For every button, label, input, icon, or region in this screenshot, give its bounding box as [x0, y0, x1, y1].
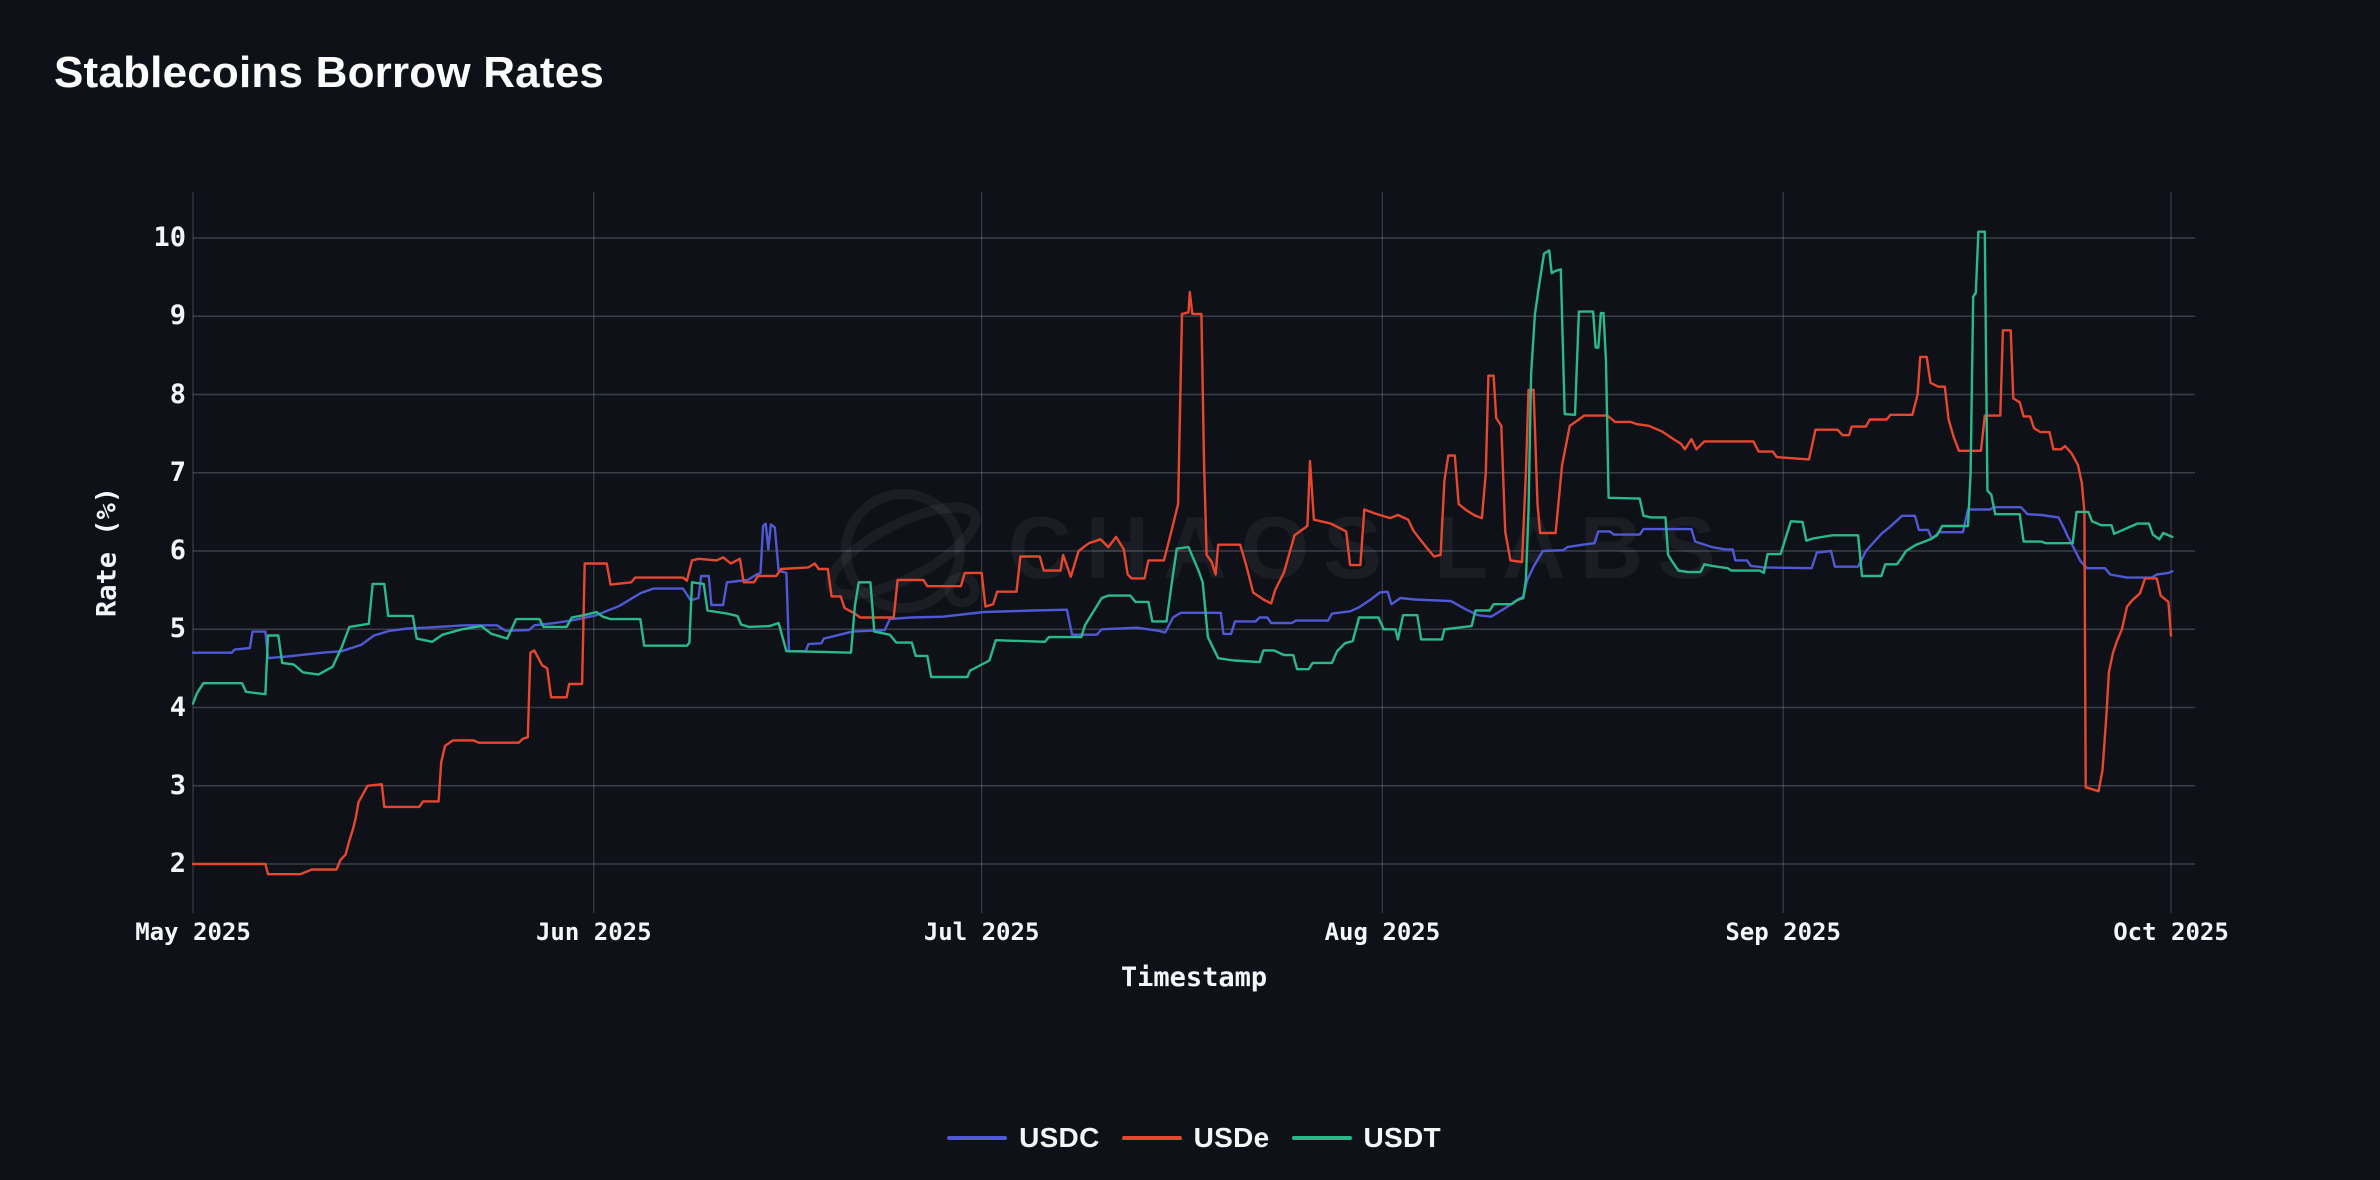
y-tick-label: 3: [169, 769, 186, 801]
legend-swatch-icon: [947, 1136, 1008, 1140]
x-tick-label: May 2025: [135, 918, 251, 946]
chaos-labs-logo-icon: [825, 489, 981, 613]
legend-item-usde[interactable]: USDe: [1121, 1122, 1270, 1154]
x-tick-label: Aug 2025: [1324, 918, 1441, 946]
legend-swatch-icon: [1121, 1136, 1182, 1140]
legend-item-usdc[interactable]: USDC: [947, 1122, 1100, 1154]
y-tick-label: 6: [169, 535, 186, 566]
y-tick-label: 5: [169, 613, 186, 645]
x-tick-label: Jun 2025: [535, 918, 652, 946]
y-tick-label: 10: [153, 222, 186, 253]
y-tick-label: 4: [169, 691, 186, 723]
legend: USDC USDe USDT: [0, 1122, 2380, 1154]
series-lines: [191, 230, 2174, 876]
x-tick-label: Oct 2025: [2113, 918, 2229, 946]
series-line-usdc[interactable]: [191, 506, 2174, 660]
legend-label: USDC: [1019, 1122, 1100, 1153]
legend-label: USDe: [1193, 1122, 1270, 1153]
x-tick-label: Jul 2025: [923, 918, 1040, 946]
x-tick-label: Sep 2025: [1725, 918, 1841, 946]
series-line-usde[interactable]: [191, 290, 2173, 876]
legend-swatch-icon: [1291, 1136, 1352, 1140]
legend-label: USDT: [1363, 1122, 1441, 1153]
legend-item-usdt[interactable]: USDT: [1291, 1122, 1441, 1154]
y-tick-label: 7: [169, 456, 186, 488]
series-line-usdt[interactable]: [191, 230, 2174, 705]
y-tick-label: 9: [169, 300, 186, 332]
chart-title: Stablecoins Borrow Rates: [54, 48, 605, 97]
watermark-text: CHAOS LABS: [1008, 498, 1730, 597]
y-tick-label: 8: [169, 378, 186, 410]
y-tick-label: 2: [169, 848, 186, 879]
x-axis-title: Timestamp: [1120, 962, 1268, 993]
